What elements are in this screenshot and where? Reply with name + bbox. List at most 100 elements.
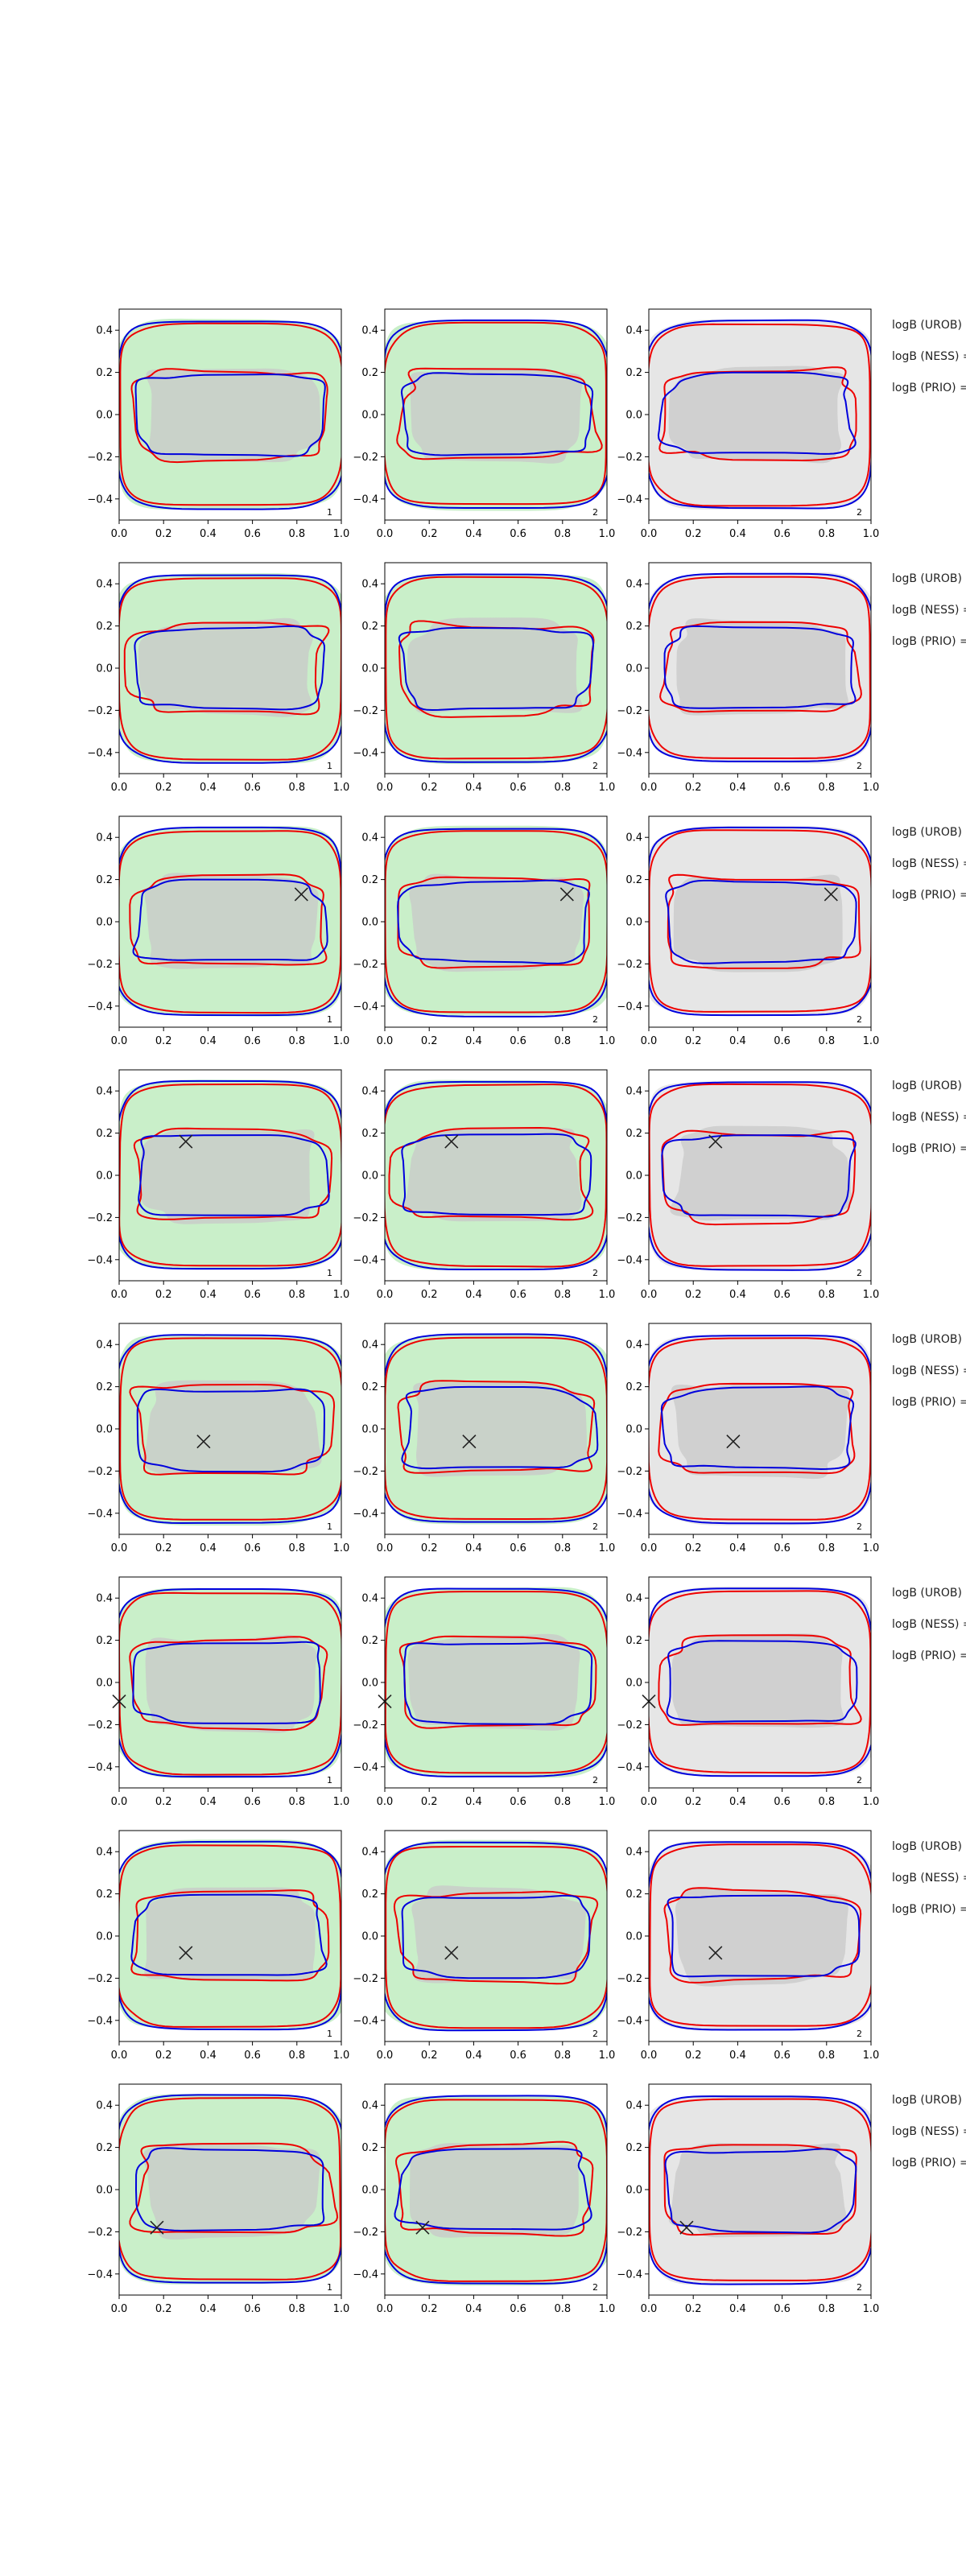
plot-panel-r8-c2: 2 0.0 0.2 0.4 0.6 0.8 1.0 0.4 0.2 0.0 −0.2 −0.4 [353,2083,616,2315]
logb-label: logB (UROB) = [892,826,966,839]
inner-region [145,1634,317,1733]
inner-region [407,1633,580,1731]
x-tick-label: 1.0 [333,528,350,540]
logb-label: logB (NESS) = [892,604,966,617]
y-tick-label: 0.0 [96,663,113,675]
panel-number: 1 [327,1268,332,1278]
blue-outer-contour [649,2095,871,2285]
panel-number: 2 [592,2029,598,2039]
blue-outer-contour [119,1334,341,1525]
blue-inner-contour [401,1133,592,1216]
x-marker [559,887,574,902]
plot-panel-r5-c2: 2 0.0 0.2 0.4 0.6 0.8 1.0 0.4 0.2 0.0 −0.2 −0.4 [353,1323,615,1554]
inner-region [671,1633,844,1728]
panel-number: 1 [327,761,332,771]
blue-inner-contour [401,1385,599,1470]
inner-region [668,2143,847,2238]
blue-outer-contour [649,826,871,1017]
x-tick-label: 0.8 [818,1542,835,1554]
plot-area [119,318,341,510]
blue-outer-contour [119,1080,341,1270]
panel-number: 2 [592,2282,598,2293]
blue-outer-contour [649,1587,871,1777]
x-tick-label: 0.8 [288,1289,305,1301]
y-tick-label: −0.2 [87,959,113,971]
x-tick-label: 0.8 [288,1035,305,1047]
y-tick-label: −0.2 [87,705,113,717]
y-tick-label: 0.2 [96,621,113,633]
x-tick-label: 0.2 [155,2050,172,2062]
panel-number: 2 [592,1521,598,1532]
y-tick-label: 0.4 [625,1086,642,1098]
plot-panel-r7-c2: 2 0.0 0.2 0.4 0.6 0.8 1.0 0.4 0.2 0.0 −0.2 −0.4 [353,1830,615,2062]
red-outer-contour [119,830,341,1014]
x-tick-label: 1.0 [599,1796,616,1808]
plot-panel-r3-c2: 2 0.0 0.2 0.4 0.6 0.8 1.0 0.4 0.2 0.0 −0.2 −0.4 [353,815,615,1047]
y-tick-label: −0.2 [353,2227,378,2239]
y-tick-label: 0.2 [96,874,113,886]
y-tick-label: 0.0 [625,1678,642,1690]
y-tick-label: −0.4 [617,1761,642,1773]
y-tick-label: 0.2 [361,874,378,886]
x-tick-label: 0.8 [554,1796,571,1808]
x-tick-label: 0.8 [554,1542,571,1554]
y-tick-label: −0.2 [617,1973,642,1985]
y-tick-label: 0.2 [361,2142,378,2154]
red-inner-contour [123,621,330,716]
x-tick-label: 0.8 [288,2050,305,2062]
y-tick-label: −0.2 [353,452,378,464]
y-tick-label: −0.4 [617,1001,642,1013]
x-tick-label: 0.0 [111,782,128,794]
x-tick-label: 0.6 [244,528,261,540]
inner-region [675,1888,848,1987]
plot-panel-r3-c1: 1 0.0 0.2 0.4 0.6 0.8 1.0 0.4 0.2 0.0 −0.2 −0.4 [87,815,349,1047]
y-tick-label: 0.2 [96,1381,113,1393]
blue-inner-contour [403,1642,593,1725]
x-tick-label: 0.4 [729,782,746,794]
x-tick-label: 0.6 [774,2303,791,2315]
x-tick-label: 1.0 [333,2303,350,2315]
x-tick-label: 0.8 [818,528,835,540]
y-tick-label: −0.4 [87,2015,113,2027]
blue-inner-contour [398,626,595,712]
x-tick-label: 0.6 [774,2050,791,2062]
logb-label: logB (PRIO) = [892,2157,966,2169]
logb-label: logB (NESS) = [892,1111,966,1124]
blue-outer-contour [385,1587,607,1777]
inner-region [142,1380,322,1475]
y-tick-label: −0.2 [87,1212,113,1224]
blue-outer-contour [119,320,341,510]
plot-panel-r5-c1: 1 0.0 0.2 0.4 0.6 0.8 1.0 0.4 0.2 0.0 −0.2 −0.4 [87,1323,349,1554]
y-tick-label: −0.4 [87,1001,113,1013]
plot-panel-r2-c1: 1 0.0 0.2 0.4 0.6 0.8 1.0 0.4 0.2 0.0 −0.2 −0.4 [87,562,349,794]
y-tick-label: 0.0 [96,1170,113,1183]
x-tick-label: 0.0 [641,2303,658,2315]
y-tick-label: 0.0 [625,1931,642,1943]
x-tick-label: 0.2 [155,1542,172,1554]
y-tick-label: 0.2 [96,367,113,379]
x-tick-label: 1.0 [599,2303,616,2315]
logb-label: logB (PRIO) = [892,1903,966,1916]
plot-panel-r2-c2: 2 0.0 0.2 0.4 0.6 0.8 1.0 0.4 0.2 0.0 −0.2 −0.4 [353,562,615,794]
red-outer-contour [649,2098,871,2281]
x-marker [708,1134,723,1149]
x-tick-label: 1.0 [863,782,880,794]
blue-inner-contour [663,625,857,709]
x-tick-label: 0.2 [421,1542,438,1554]
red-inner-contour [397,1380,596,1474]
red-inner-contour [396,367,603,460]
inner-region [403,1128,582,1222]
logb-label: logB (NESS) = [892,857,966,870]
x-tick-label: 0.2 [155,782,172,794]
panel-number: 2 [857,2282,862,2293]
x-tick-label: 1.0 [863,1035,880,1047]
x-tick-label: 0.4 [729,528,746,540]
red-outer-contour [119,577,341,761]
plot-area [119,1839,341,2031]
x-marker [196,1435,211,1449]
y-tick-label: 0.0 [96,1931,113,1943]
x-tick-label: 0.8 [288,528,305,540]
red-outer-contour [385,321,607,506]
inner-region [146,368,320,463]
x-tick-label: 0.8 [554,528,571,540]
